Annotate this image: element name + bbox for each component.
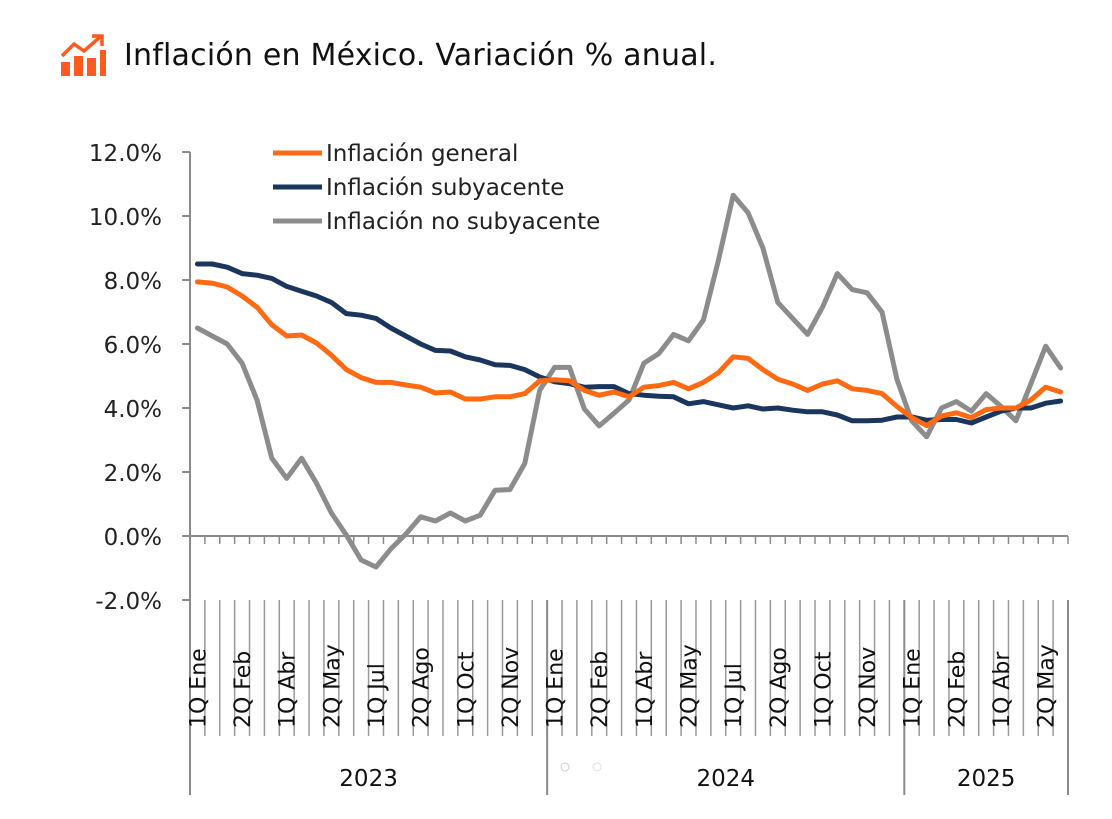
x-tick-label: 1Q Jul	[722, 663, 747, 728]
year-labels: 2023 2024 2025	[339, 766, 1015, 792]
x-tick-label: 2Q Ago	[767, 647, 792, 728]
axes	[182, 151, 1069, 795]
year-label: 2025	[957, 766, 1016, 792]
x-tick-label: 1Q Ene	[186, 648, 211, 728]
x-tick-label: 1Q Jul	[365, 663, 390, 728]
carousel-dot[interactable]	[560, 762, 570, 772]
legend: Inflación general Inflación subyacente Inf…	[273, 141, 600, 235]
carousel-dot[interactable]	[592, 762, 602, 772]
x-tick-label: 1Q Oct	[454, 651, 479, 728]
x-tick-labels: 1Q Ene 2Q Feb 1Q Abr 2Q May 1Q Jul 2Q Ago 1Q O…	[186, 644, 1059, 728]
x-tick-label: 2Q May	[320, 644, 345, 728]
x-tick-label: 2Q Feb	[231, 651, 256, 728]
x-tick-label: 2Q May	[1035, 644, 1060, 728]
y-tick-label: 12.0%	[89, 141, 162, 167]
series-line-no_subyacente	[194, 192, 1064, 570]
y-tick-label: 4.0%	[104, 397, 162, 423]
x-tick-label: 2Q Feb	[945, 651, 970, 728]
legend-label-no_subyacente: Inflación no subyacente	[326, 209, 600, 235]
series-lines	[194, 192, 1064, 570]
legend-label-subyacente: Inflación subyacente	[326, 175, 564, 201]
x-tick-label: 2Q Nov	[856, 647, 881, 728]
chart-title-text: Inflación en México. Variación % anual.	[124, 37, 718, 73]
x-tick-label: 2Q Ago	[410, 647, 435, 728]
x-tick-label: 1Q Ene	[901, 648, 926, 728]
x-tick-label: 1Q Ene	[544, 648, 569, 728]
year-label: 2023	[339, 766, 398, 792]
x-tick-label: 2Q Feb	[588, 651, 613, 728]
y-tick-label: 2.0%	[104, 461, 162, 487]
x-tick-label: 1Q Abr	[990, 651, 1015, 728]
x-tick-label: 1Q Abr	[276, 651, 301, 728]
x-tick-label: 1Q Abr	[633, 651, 658, 728]
legend-label-general: Inflación general	[326, 141, 518, 167]
y-tick-label: 6.0%	[104, 333, 162, 359]
chart-title: Inflación en México. Variación % anual.	[60, 34, 717, 76]
x-tick-label: 2Q May	[678, 644, 703, 728]
series-line-general	[194, 279, 1064, 429]
x-tick-label: 1Q Oct	[811, 651, 836, 728]
y-tick-label: 10.0%	[89, 205, 162, 231]
y-tick-labels: -2.0% 0.0% 2.0% 4.0% 6.0% 8.0% 10.0% 12.0%	[89, 141, 162, 615]
y-tick-label: -2.0%	[95, 589, 162, 615]
year-label: 2024	[696, 766, 755, 792]
chart-increasing-icon	[60, 34, 106, 76]
y-tick-label: 8.0%	[104, 269, 162, 295]
y-tick-label: 0.0%	[104, 525, 162, 551]
x-tick-label: 2Q Nov	[499, 647, 524, 728]
